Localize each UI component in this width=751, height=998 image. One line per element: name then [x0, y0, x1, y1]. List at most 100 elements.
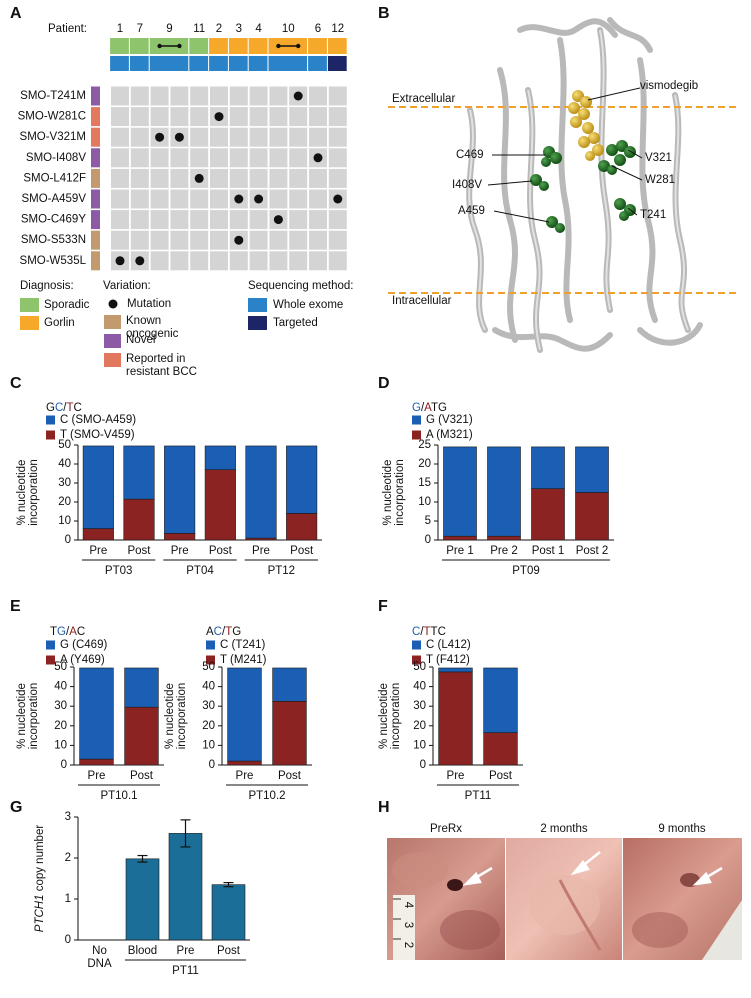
- title-part: C: [412, 626, 420, 638]
- mutation-dot: [174, 132, 184, 142]
- map-cell: [111, 148, 129, 168]
- map-cell: [309, 210, 327, 230]
- map-cell: [130, 107, 149, 127]
- title-part: TC: [431, 626, 446, 638]
- map-cell: [269, 168, 288, 188]
- sequencing-cell: [129, 56, 149, 71]
- map-cell: [130, 189, 149, 209]
- mutation-label: SMO-V321M: [20, 131, 86, 143]
- map-cell: [170, 107, 189, 127]
- sequencing-cell: [248, 56, 268, 71]
- bar-segment: [124, 706, 159, 766]
- sequencing-cell: [308, 56, 327, 71]
- y-tick-label: 25: [418, 439, 431, 451]
- y-tick-label: 0: [65, 534, 71, 546]
- pointer: [487, 180, 533, 186]
- pointer: [611, 165, 643, 181]
- patient-title: Patient:: [48, 23, 87, 35]
- variation-cell: [91, 168, 100, 188]
- map-cell: [190, 230, 209, 250]
- map-cell: [269, 251, 288, 271]
- map-cell: [210, 189, 228, 209]
- map-cell: [328, 210, 347, 230]
- y-axis-label: incorporation: [176, 683, 188, 749]
- mutation-label: SMO-C469Y: [21, 214, 87, 226]
- y-tick-label: 20: [418, 458, 431, 470]
- x-tick-label: Pre: [176, 945, 195, 957]
- mutation-dot: [115, 256, 125, 266]
- map-cell: [309, 127, 327, 147]
- residue-label: W281: [645, 174, 675, 186]
- y-tick-label: 20: [58, 496, 71, 508]
- patient-label: 12: [331, 23, 344, 35]
- map-cell: [170, 189, 189, 209]
- map-cell: [210, 210, 228, 230]
- y-tick-label: 50: [58, 439, 71, 451]
- bar-segment: [272, 667, 307, 702]
- diagnosis-cell: [308, 38, 327, 54]
- bar-segment: [531, 488, 565, 541]
- bar-segment: [438, 667, 473, 673]
- mutation-dot: [194, 173, 204, 183]
- x-tick-label: Post: [489, 770, 513, 782]
- bar-segment: [531, 446, 565, 489]
- bar-segment: [82, 445, 114, 529]
- bar-segment: [575, 446, 609, 493]
- y-label-part: PTCH1: [34, 894, 46, 932]
- map-cell: [170, 251, 189, 271]
- mutation-label: SMO-I408V: [26, 152, 86, 164]
- bar-segment: [487, 535, 521, 541]
- legend-label: A (Y469): [60, 654, 105, 666]
- y-tick-label: 3: [65, 811, 71, 823]
- map-cell: [150, 148, 169, 168]
- mutation-label: SMO-S533N: [21, 234, 86, 246]
- mutation-dot: [234, 235, 244, 245]
- bar-segment: [79, 758, 114, 766]
- legend-swatch: [412, 655, 421, 665]
- x-tick-label: No DNA: [87, 945, 112, 970]
- map-cell: [269, 148, 288, 168]
- legend-swatch: [46, 640, 55, 650]
- bar: [168, 833, 203, 941]
- map-cell: [170, 230, 189, 250]
- map-cell: [150, 251, 169, 271]
- map-cell: [249, 86, 268, 106]
- map-cell: [229, 210, 248, 230]
- diagnosis-cell: [327, 38, 347, 54]
- legend-swatch: [248, 298, 267, 312]
- y-axis-label: % nucleotide: [16, 460, 28, 526]
- y-tick-label: 30: [202, 700, 215, 712]
- sequencing-cell: [268, 56, 308, 71]
- legend-label: Mutation: [127, 298, 171, 310]
- variation-cell: [91, 189, 100, 209]
- map-cell: [170, 168, 189, 188]
- patient-label: 9: [166, 23, 172, 35]
- bar-segment: [286, 513, 318, 541]
- mutation-dot: [273, 215, 283, 225]
- bar-segment: [204, 469, 236, 541]
- y-tick-label: 10: [202, 739, 215, 751]
- diagnosis-cell: [129, 38, 149, 54]
- diagnosis-cell: [228, 38, 248, 54]
- x-tick-label-box: Blood: [128, 945, 157, 957]
- legend-swatch: [412, 640, 421, 650]
- sequencing-cell: [189, 56, 209, 71]
- x-tick-label: Pre: [236, 770, 254, 782]
- bar-segment: [123, 445, 155, 500]
- map-cell: [309, 107, 327, 127]
- variation-cell: [91, 86, 100, 106]
- y-tick-label: 40: [413, 681, 426, 693]
- map-cell: [269, 230, 288, 250]
- map-cell: [210, 148, 228, 168]
- sequencing-cell: [110, 56, 129, 71]
- map-cell: [328, 127, 347, 147]
- variation-cell: [91, 127, 100, 147]
- x-tick-label: Post: [209, 545, 233, 557]
- residue-spheres: [530, 140, 636, 233]
- title-part: G: [412, 402, 421, 414]
- mutation-label: SMO-W535L: [20, 255, 87, 267]
- sequencing-cell: [149, 56, 189, 71]
- map-cell: [249, 168, 268, 188]
- x-tick-label: Post: [130, 770, 154, 782]
- title-part: C: [77, 626, 85, 638]
